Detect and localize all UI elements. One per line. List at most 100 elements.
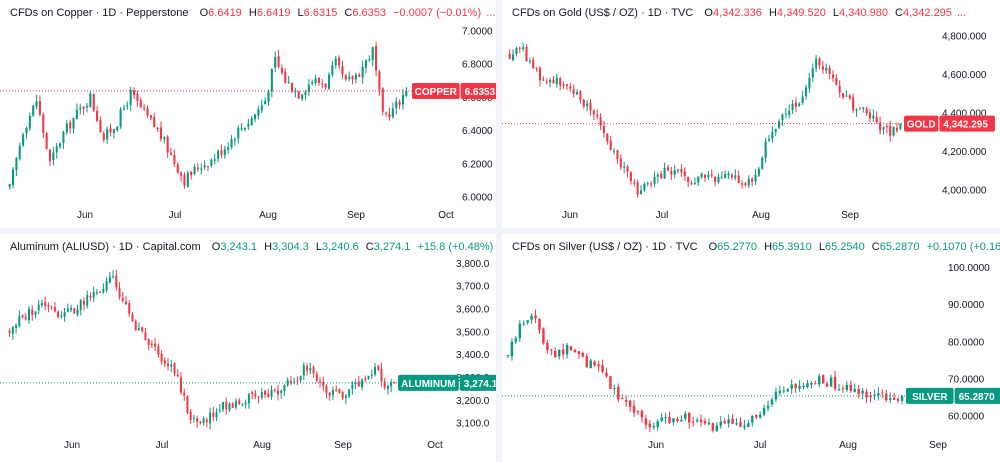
candle-body xyxy=(276,390,279,395)
candle-body xyxy=(869,396,872,398)
candle-body xyxy=(666,167,670,171)
candle-body xyxy=(616,150,619,160)
legend-low: 65.2540 xyxy=(824,241,865,253)
candle-body xyxy=(15,157,18,171)
candle-body xyxy=(720,177,723,179)
candle-body xyxy=(348,76,351,79)
candle-body xyxy=(146,108,149,116)
candle-body xyxy=(95,292,98,294)
candle-body xyxy=(542,79,545,81)
candle-body xyxy=(109,128,112,133)
candle-body xyxy=(388,114,391,118)
candle-body xyxy=(530,315,533,320)
candle-body xyxy=(237,127,240,139)
candle-body xyxy=(48,149,52,162)
candle-body xyxy=(602,126,606,133)
candle-body xyxy=(609,140,612,151)
candle-body xyxy=(766,405,770,409)
candle-body xyxy=(691,421,695,423)
candle-body xyxy=(222,402,225,410)
candle-body xyxy=(714,176,717,182)
candle-body xyxy=(703,174,707,178)
legend-copper: CFDs on Copper · 1D · Pepperstone O6.641… xyxy=(10,7,496,19)
candle-body xyxy=(648,423,652,428)
x-tick-label: Jun xyxy=(562,210,578,221)
candle-body xyxy=(535,67,538,69)
candle-body xyxy=(210,159,213,166)
candle-body xyxy=(136,93,139,101)
chart-panel-gold[interactable]: CFDs on Gold (US$ / OZ) · 1D · TVC O4,34… xyxy=(502,0,1000,228)
candle-body xyxy=(193,166,196,174)
candle-body xyxy=(868,112,872,119)
candle-body xyxy=(668,416,671,423)
candle-body xyxy=(885,393,888,401)
candle-body xyxy=(351,384,354,389)
candle-body xyxy=(169,152,173,155)
candle-body xyxy=(319,380,322,382)
candle-body xyxy=(361,66,364,78)
series-name-tag xyxy=(906,387,954,404)
candle-body xyxy=(200,168,203,170)
candle-body xyxy=(572,89,575,94)
candle-body xyxy=(858,108,861,110)
candle-body xyxy=(299,376,302,381)
candle-body xyxy=(218,409,221,411)
candle-body xyxy=(811,68,814,78)
candle-body xyxy=(849,384,853,391)
candle-body xyxy=(367,375,370,379)
candle-body xyxy=(862,107,865,109)
candle-body xyxy=(538,68,542,81)
x-tick-label: Jun xyxy=(648,440,664,451)
candle-body xyxy=(735,423,738,425)
candle-body xyxy=(619,158,622,168)
candle-body xyxy=(818,376,821,385)
x-tick-label: Jun xyxy=(77,210,93,221)
y-tick-label: 60.0000 xyxy=(948,411,985,422)
candle-body xyxy=(159,127,162,139)
candle-body xyxy=(900,395,904,401)
legend-high: 3,304.3 xyxy=(272,241,309,253)
candle-body xyxy=(8,330,11,333)
legend-high: 6.6419 xyxy=(256,7,291,19)
candle-body xyxy=(549,80,552,83)
candle-body xyxy=(321,83,324,85)
chart-panel-aluminum[interactable]: Aluminum (ALIUSD) · 1D · Capital.com O3,… xyxy=(0,234,496,462)
candle-body xyxy=(119,109,122,127)
candle-body xyxy=(617,386,620,400)
chart-panel-copper[interactable]: CFDs on Copper · 1D · Pepperstone O6.641… xyxy=(0,0,496,228)
candle-body xyxy=(238,400,241,404)
candle-body xyxy=(154,343,157,347)
candle-body xyxy=(25,127,28,134)
candle-body xyxy=(283,385,286,392)
candle-body xyxy=(663,167,666,179)
chart-panel-silver[interactable]: CFDs on Silver (US$ / OZ) · 1D · TVC O65… xyxy=(502,234,1000,462)
candle-body xyxy=(209,412,212,424)
candle-body xyxy=(788,110,791,115)
candle-body xyxy=(838,85,841,93)
candle-body xyxy=(247,393,250,404)
candle-body xyxy=(643,183,646,191)
candle-body xyxy=(687,177,690,183)
candle-body xyxy=(723,421,726,423)
candle-body xyxy=(794,102,797,107)
candle-body xyxy=(731,418,734,424)
candle-body xyxy=(599,116,602,126)
candle-body xyxy=(790,384,793,389)
candle-body xyxy=(719,421,722,426)
candle-body xyxy=(377,366,380,370)
y-tick-label: 70.0000 xyxy=(948,374,985,385)
candle-body xyxy=(220,150,223,155)
candle-body xyxy=(747,423,750,427)
candle-body xyxy=(538,318,541,330)
candle-body xyxy=(62,131,65,143)
x-tick-label: Jul xyxy=(156,440,169,451)
candle-body xyxy=(624,399,628,402)
candle-body xyxy=(267,393,270,398)
candle-body xyxy=(881,392,884,394)
candle-body xyxy=(778,121,781,128)
candle-body xyxy=(693,182,696,184)
candle-body xyxy=(338,389,341,393)
candle-body xyxy=(804,87,808,97)
legend-low: 4,340.980 xyxy=(839,7,888,19)
candle-body xyxy=(592,110,595,115)
